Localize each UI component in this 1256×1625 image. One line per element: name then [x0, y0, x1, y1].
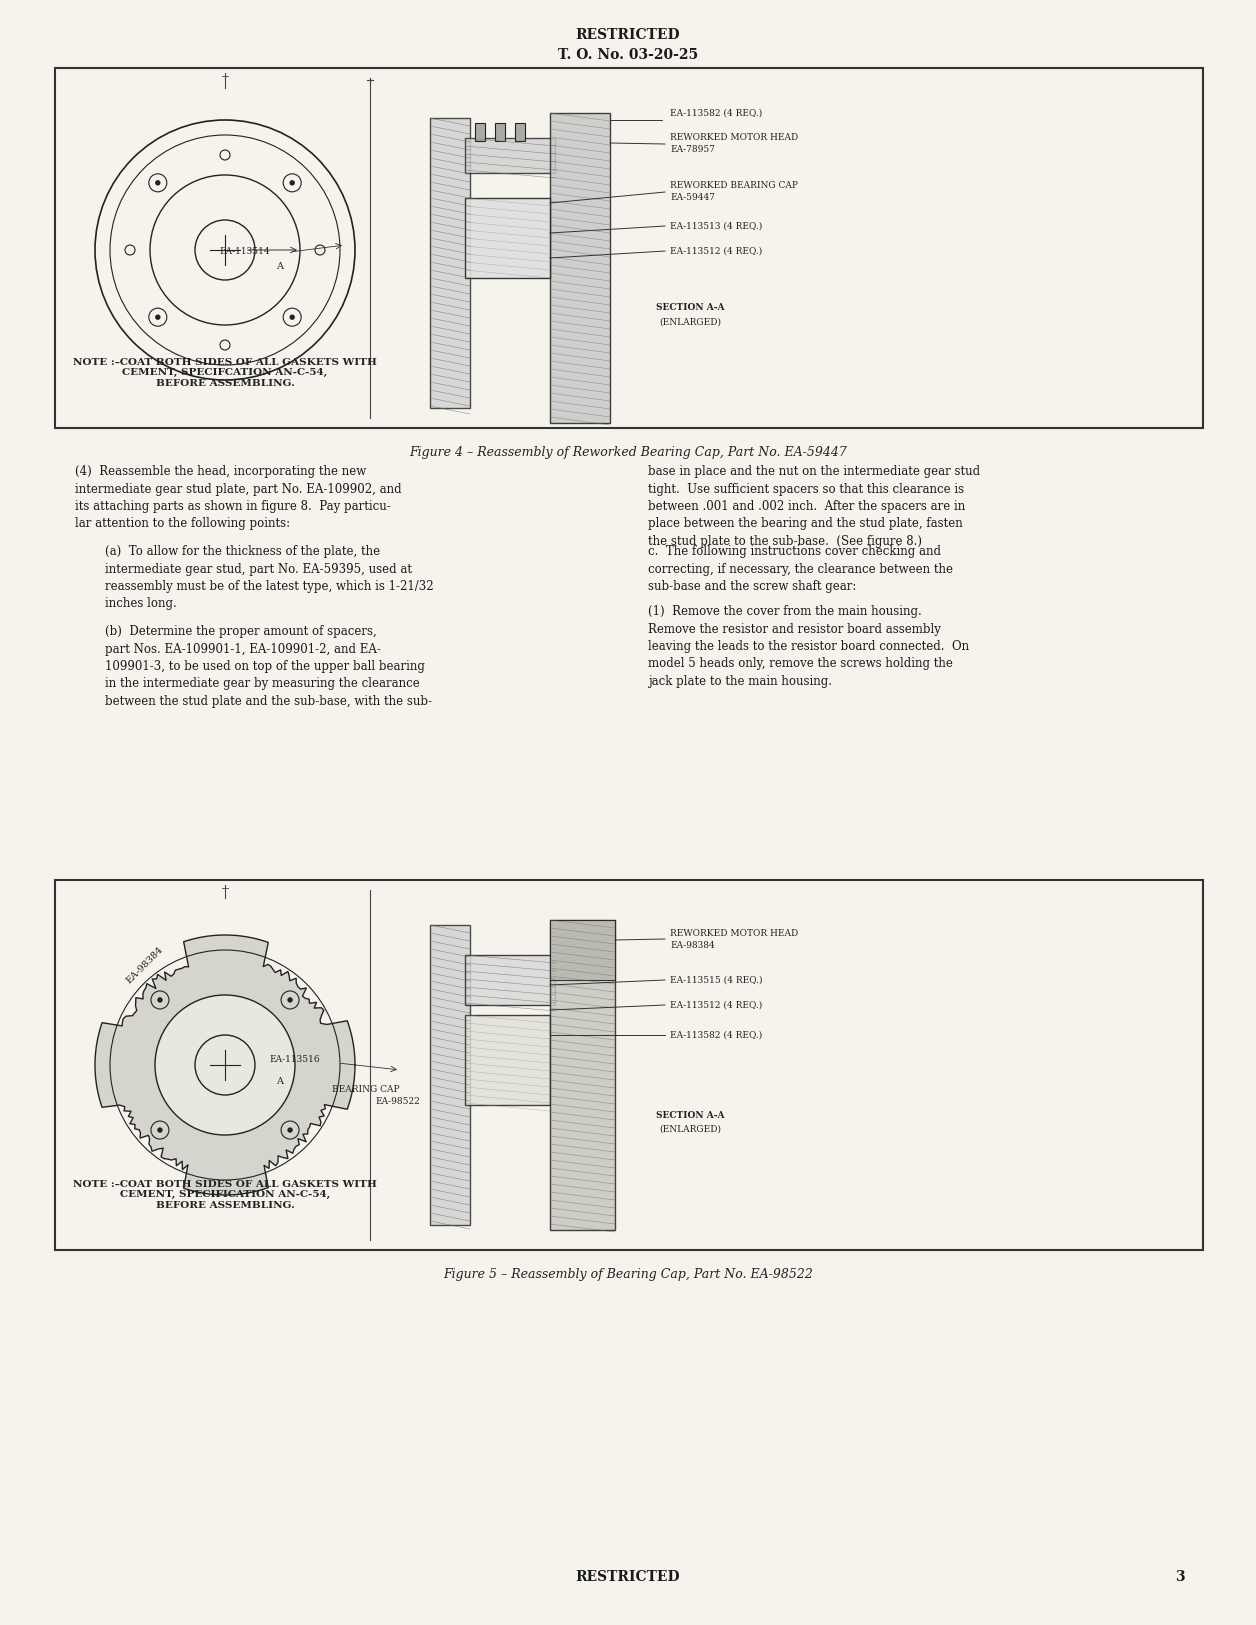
Text: EA-113514: EA-113514 — [220, 247, 270, 257]
Text: BEARING CAP: BEARING CAP — [333, 1086, 399, 1095]
Text: NOTE :–COAT BOTH SIDES OF ALL GASKETS WITH
CEMENT, SPECIFICATION AN-C-54,
BEFORE: NOTE :–COAT BOTH SIDES OF ALL GASKETS WI… — [73, 1180, 377, 1211]
Text: 3: 3 — [1176, 1570, 1184, 1584]
Bar — [465, 138, 555, 172]
Text: RESTRICTED: RESTRICTED — [575, 28, 681, 42]
Text: Figure 4 – Reassembly of Reworked Bearing Cap, Part No. EA-59447: Figure 4 – Reassembly of Reworked Bearin… — [409, 445, 847, 458]
Text: A: A — [276, 262, 284, 271]
Bar — [495, 124, 505, 141]
Text: EA-59447: EA-59447 — [669, 193, 715, 203]
Circle shape — [288, 998, 293, 1003]
Text: EA-113582 (4 REQ.): EA-113582 (4 REQ.) — [669, 1030, 762, 1040]
Bar — [465, 956, 555, 1004]
Text: (1)  Remove the cover from the main housing.
Remove the resistor and resistor bo: (1) Remove the cover from the main housi… — [648, 604, 970, 687]
Circle shape — [158, 998, 162, 1003]
Text: EA-113513 (4 REQ.): EA-113513 (4 REQ.) — [669, 221, 762, 231]
Bar — [465, 198, 550, 278]
Text: EA-113516: EA-113516 — [269, 1056, 320, 1064]
Text: base in place and the nut on the intermediate gear stud
tight.  Use sufficient s: base in place and the nut on the interme… — [648, 465, 980, 548]
Bar — [550, 920, 615, 980]
Text: RESTRICTED: RESTRICTED — [575, 1570, 681, 1584]
Text: (a)  To allow for the thickness of the plate, the
intermediate gear stud, part N: (a) To allow for the thickness of the pl… — [106, 544, 433, 611]
Text: c.  The following instructions cover checking and
correcting, if necessary, the : c. The following instructions cover chec… — [648, 544, 953, 593]
Text: (b)  Determine the proper amount of spacers,
part Nos. EA-109901-1, EA-109901-2,: (b) Determine the proper amount of space… — [106, 626, 432, 708]
Text: NOTE :–COAT BOTH SIDES OF ALL GASKETS WITH
CEMENT, SPECIFCATION AN-C-54,
BEFORE : NOTE :–COAT BOTH SIDES OF ALL GASKETS WI… — [73, 358, 377, 388]
Text: (ENLARGED): (ENLARGED) — [659, 1124, 721, 1134]
Text: EA-98522: EA-98522 — [376, 1097, 420, 1107]
Circle shape — [0, 790, 40, 834]
Text: EA-113512 (4 REQ.): EA-113512 (4 REQ.) — [669, 247, 762, 255]
Bar — [515, 124, 525, 141]
Text: SECTION A-A: SECTION A-A — [656, 1110, 725, 1120]
Circle shape — [154, 994, 295, 1134]
Circle shape — [156, 180, 160, 185]
Bar — [475, 124, 485, 141]
Bar — [55, 881, 1203, 1250]
Text: EA-98384: EA-98384 — [669, 941, 715, 949]
Circle shape — [156, 315, 160, 318]
Text: SECTION A-A: SECTION A-A — [656, 304, 725, 312]
Text: Figure 5 – Reassembly of Bearing Cap, Part No. EA-98522: Figure 5 – Reassembly of Bearing Cap, Pa… — [443, 1268, 813, 1280]
Circle shape — [290, 180, 294, 185]
Text: T. O. No. 03-20-25: T. O. No. 03-20-25 — [558, 49, 698, 62]
Text: EA-113512 (4 REQ.): EA-113512 (4 REQ.) — [669, 1001, 762, 1009]
Circle shape — [0, 179, 40, 223]
Text: (ENLARGED): (ENLARGED) — [659, 317, 721, 327]
Bar — [465, 1016, 550, 1105]
Text: A: A — [276, 1077, 284, 1086]
Circle shape — [158, 1128, 162, 1133]
Bar — [550, 920, 615, 1230]
Circle shape — [290, 315, 294, 318]
Text: REWORKED MOTOR HEAD: REWORKED MOTOR HEAD — [669, 133, 799, 143]
Text: EA-98384: EA-98384 — [124, 944, 166, 985]
Text: REWORKED MOTOR HEAD: REWORKED MOTOR HEAD — [669, 928, 799, 938]
Circle shape — [0, 1398, 40, 1441]
Text: EA-113515 (4 REQ.): EA-113515 (4 REQ.) — [669, 975, 762, 985]
Bar — [55, 68, 1203, 427]
Bar — [430, 925, 470, 1225]
Circle shape — [288, 1128, 293, 1133]
Text: EA-78957: EA-78957 — [669, 146, 715, 154]
Text: EA-113582 (4 REQ.): EA-113582 (4 REQ.) — [669, 109, 762, 117]
Polygon shape — [95, 934, 355, 1194]
Text: REWORKED BEARING CAP: REWORKED BEARING CAP — [669, 182, 798, 190]
Bar — [550, 114, 610, 422]
Bar — [430, 119, 470, 408]
Text: (4)  Reassemble the head, incorporating the new
intermediate gear stud plate, pa: (4) Reassemble the head, incorporating t… — [75, 465, 402, 530]
